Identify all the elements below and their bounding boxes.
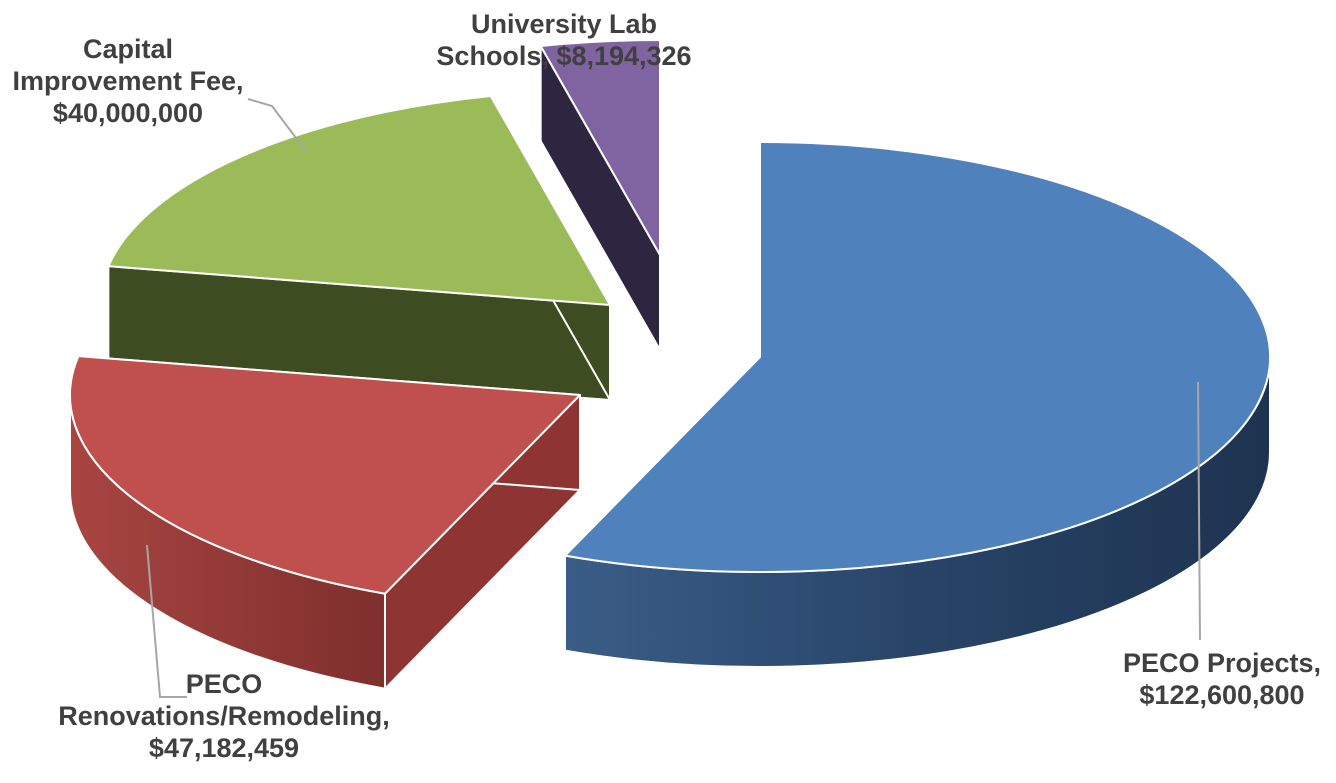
data-label-line: Renovations/Remodeling, — [58, 701, 390, 731]
slice-university-lab-schools-top — [539, 39, 661, 256]
data-label-line: Improvement Fee, — [12, 66, 243, 96]
leader-lines — [146, 98, 1201, 698]
slice-university-lab-schools — [539, 39, 661, 351]
data-label-line: University Lab — [471, 9, 657, 39]
data-label-line: PECO Projects, — [1123, 648, 1321, 678]
leader-line-capital-improvement-fee — [247, 98, 306, 151]
data-label-peco-projects: PECO Projects, $122,600,800 — [1123, 648, 1321, 710]
data-label-capital-improvement-fee: Capital Improvement Fee, $40,000,000 — [12, 34, 243, 128]
data-label-line: $122,600,800 — [1139, 680, 1304, 710]
slice-peco-projects-top — [563, 141, 1271, 573]
leader-line-peco-renovations-remodeling — [146, 544, 187, 698]
data-label-line: Capital — [83, 34, 173, 64]
slice-capital-improvement-fee-top — [107, 94, 611, 306]
data-labels: PECO Projects, $122,600,800 PECO Renovation… — [12, 9, 1321, 763]
data-label-peco-renovations-remodeling: PECO Renovations/Remodeling, $47,182,459 — [58, 669, 390, 763]
slice-peco-renovations-remodeling — [69, 355, 581, 690]
data-label-university-lab-schools: University Lab Schools, $8,194,326 — [436, 9, 691, 71]
slices-layer — [69, 39, 1271, 690]
slice-peco-renovations-remodeling-top — [69, 355, 581, 595]
leader-line-peco-projects — [1197, 381, 1201, 641]
slice-capital-improvement-fee — [107, 94, 611, 401]
data-label-line: Schools, $8,194,326 — [436, 41, 691, 71]
slice-peco-projects — [563, 141, 1271, 668]
data-label-line: $47,182,459 — [149, 733, 299, 763]
data-label-line: PECO — [186, 669, 263, 699]
data-label-line: $40,000,000 — [53, 98, 203, 128]
